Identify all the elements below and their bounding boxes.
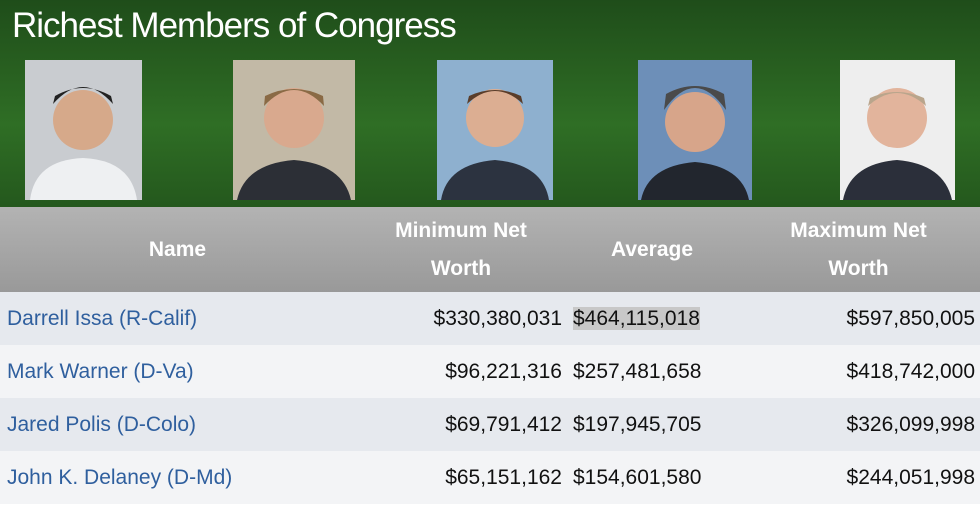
table-cell: Jared Polis (D-Colo) xyxy=(0,398,355,451)
table-cell: $197,945,705 xyxy=(567,398,737,451)
amount: $69,791,412 xyxy=(445,412,562,436)
amount: $154,601,580 xyxy=(573,465,702,489)
column-header: Average xyxy=(567,207,737,292)
table-row: John K. Delaney (D-Md) $65,151,162 $154,60… xyxy=(0,451,980,504)
amount: $197,945,705 xyxy=(573,412,702,436)
table-cell: Darrell Issa (R-Calif) xyxy=(0,292,355,345)
amount: $257,481,658 xyxy=(573,359,702,383)
banner: Richest Members of Congress xyxy=(0,0,980,207)
column-header: Minimum Net Worth xyxy=(355,207,567,292)
table-cell: $597,850,005 xyxy=(737,292,980,345)
member-name: John K. Delaney (D-Md) xyxy=(7,465,233,489)
table-cell: $69,791,412 xyxy=(355,398,567,451)
amount: $326,099,998 xyxy=(846,412,975,436)
amount: $65,151,162 xyxy=(445,465,562,489)
table-cell: Mark Warner (D-Va) xyxy=(0,345,355,398)
table-cell: $326,099,998 xyxy=(737,398,980,451)
portrait xyxy=(437,60,553,200)
member-name: Mark Warner (D-Va) xyxy=(7,359,194,383)
table-cell: $330,380,031 xyxy=(355,292,567,345)
amount: $464,115,018 xyxy=(573,306,700,330)
amount: $418,742,000 xyxy=(846,359,975,383)
amount: $244,051,998 xyxy=(846,465,975,489)
table-cell: $418,742,000 xyxy=(737,345,980,398)
table-row: Darrell Issa (R-Calif) $330,380,031 $464,1… xyxy=(0,292,980,345)
portrait xyxy=(233,60,355,200)
header-row: Name Minimum Net Worth Average Maximum Net … xyxy=(0,207,980,292)
amount: $330,380,031 xyxy=(433,306,562,330)
column-header: Maximum Net Worth xyxy=(737,207,980,292)
member-name: Darrell Issa (R-Calif) xyxy=(7,306,198,330)
table-cell: $154,601,580 xyxy=(567,451,737,504)
member-name: Jared Polis (D-Colo) xyxy=(7,412,197,436)
amount: $96,221,316 xyxy=(445,359,562,383)
table-cell: $96,221,316 xyxy=(355,345,567,398)
table-row: Mark Warner (D-Va) $96,221,316 $257,481,65… xyxy=(0,345,980,398)
title: Richest Members of Congress xyxy=(12,6,457,45)
net-worth-table: Name Minimum Net Worth Average Maximum Net … xyxy=(0,207,980,504)
table-cell: $65,151,162 xyxy=(355,451,567,504)
amount: $597,850,005 xyxy=(846,306,975,330)
portrait xyxy=(638,60,752,200)
table-row: Jared Polis (D-Colo) $69,791,412 $197,945,… xyxy=(0,398,980,451)
portrait xyxy=(25,60,142,200)
table-cell: $257,481,658 xyxy=(567,345,737,398)
column-header: Name xyxy=(0,207,355,292)
table-body: Darrell Issa (R-Calif) $330,380,031 $464,1… xyxy=(0,292,980,504)
table-cell: $244,051,998 xyxy=(737,451,980,504)
portrait xyxy=(840,60,955,200)
table-cell: John K. Delaney (D-Md) xyxy=(0,451,355,504)
table-cell: $464,115,018 xyxy=(567,292,737,345)
